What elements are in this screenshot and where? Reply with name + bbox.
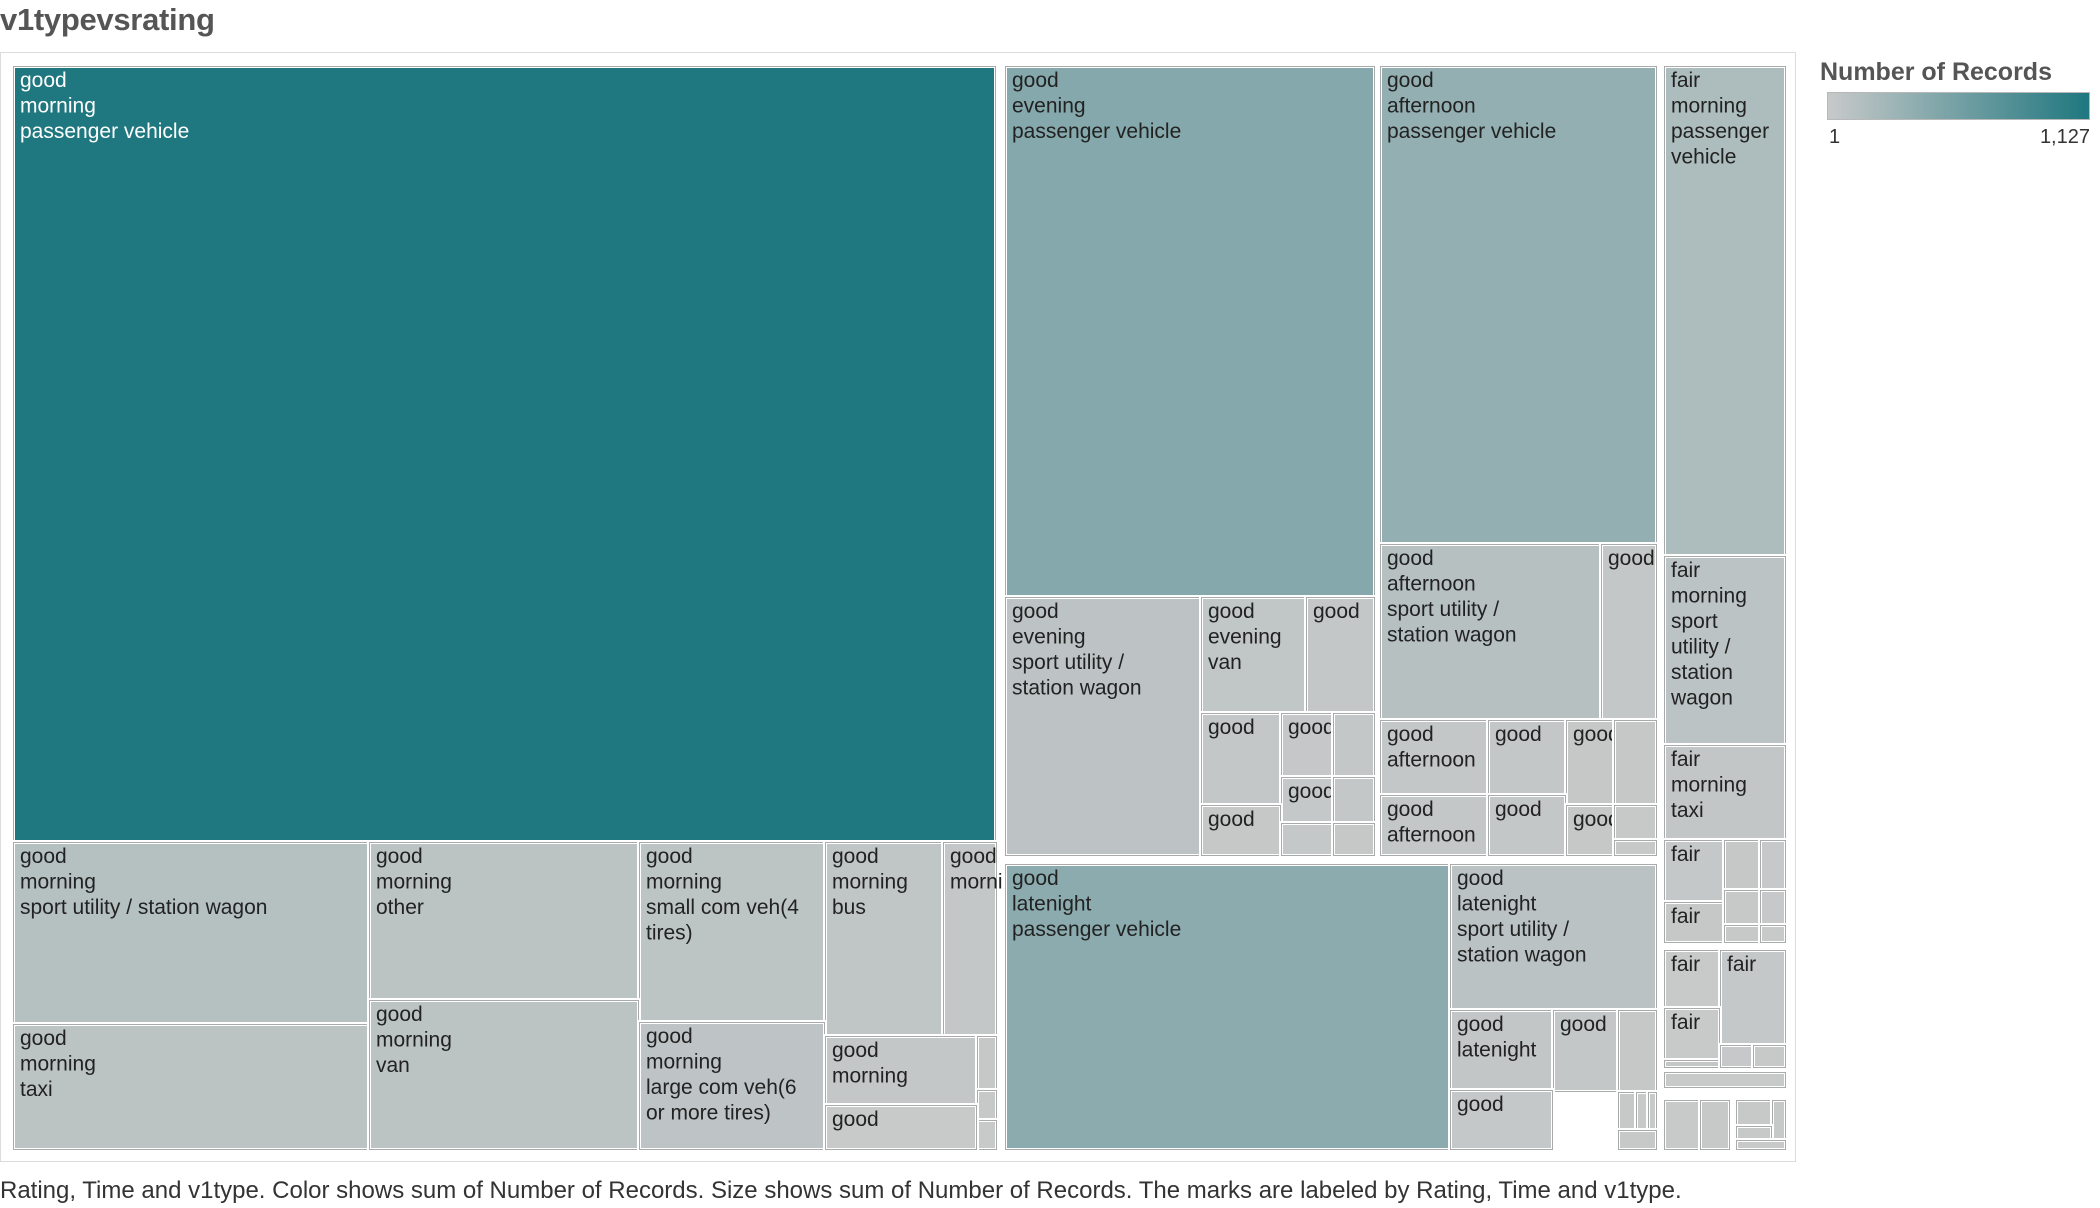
treemap-cell[interactable] bbox=[1279, 821, 1335, 858]
treemap-cell-label: good evening passenger vehicle bbox=[1012, 69, 1181, 143]
treemap-cell-border bbox=[825, 1105, 977, 1150]
treemap-cell-label: good afternoon passenger vehicle bbox=[1387, 69, 1556, 143]
legend-min-label: 1 bbox=[1829, 126, 1841, 148]
treemap-cell-label: fair morning taxi bbox=[1671, 748, 1747, 822]
treemap-cell[interactable] bbox=[1662, 1070, 1788, 1090]
treemap-cell[interactable] bbox=[1616, 1090, 1638, 1132]
legend-title: Number of Records bbox=[1820, 58, 2052, 86]
treemap-cell[interactable] bbox=[1646, 1090, 1659, 1132]
treemap-cell[interactable] bbox=[1331, 821, 1377, 858]
treemap-cell[interactable] bbox=[1616, 1128, 1659, 1152]
treemap-cell[interactable] bbox=[823, 840, 945, 1038]
treemap-cell[interactable] bbox=[1734, 1098, 1774, 1128]
treemap-cell[interactable] bbox=[1751, 1043, 1788, 1070]
treemap-cell-border bbox=[1614, 840, 1657, 856]
treemap-cell-label: good morning van bbox=[376, 1003, 452, 1077]
treemap-cell[interactable] bbox=[1722, 888, 1762, 927]
treemap-cell[interactable] bbox=[975, 1118, 999, 1152]
treemap-cell-label: good latenight sport utility / station wago… bbox=[1457, 867, 1587, 967]
treemap-cell-label: good latenight passenger vehicle bbox=[1012, 867, 1181, 941]
treemap-cell-label: good latenight bbox=[1457, 1013, 1537, 1062]
treemap-cell[interactable] bbox=[637, 840, 827, 1024]
treemap-cell-border bbox=[1450, 1090, 1553, 1150]
legend-color-ramp bbox=[1827, 92, 2090, 120]
treemap-cell-border bbox=[1753, 1045, 1786, 1068]
treemap-cell-label: fair bbox=[1671, 1011, 1700, 1034]
treemap-cell[interactable] bbox=[1599, 542, 1659, 722]
treemap-cell-label: good bbox=[1313, 600, 1360, 623]
treemap-cell-label: fair bbox=[1671, 905, 1700, 928]
treemap-cell[interactable] bbox=[1722, 838, 1762, 892]
treemap-cell-border bbox=[1618, 1130, 1657, 1150]
treemap-cell[interactable] bbox=[1612, 718, 1659, 807]
treemap-cell[interactable] bbox=[975, 1034, 999, 1092]
chart-title: v1typevsrating bbox=[0, 2, 215, 37]
treemap-cell[interactable] bbox=[1378, 64, 1659, 546]
treemap-cell[interactable] bbox=[1734, 1138, 1788, 1152]
treemap-cell[interactable] bbox=[1616, 1008, 1659, 1094]
treemap-cell-label: good bbox=[1495, 723, 1542, 746]
treemap-cell[interactable] bbox=[1770, 1098, 1788, 1142]
treemap-cell[interactable] bbox=[1698, 1098, 1732, 1152]
treemap-cell-border bbox=[1700, 1100, 1730, 1150]
treemap-cell-label: good morning small com veh(4 tires) bbox=[646, 845, 799, 945]
treemap-cell-label: good morning bus bbox=[832, 845, 908, 919]
treemap-cell[interactable] bbox=[1662, 554, 1788, 747]
treemap-cell[interactable] bbox=[1722, 923, 1762, 945]
treemap-cell[interactable] bbox=[1448, 862, 1659, 1012]
treemap-cell[interactable] bbox=[1662, 1098, 1702, 1152]
treemap-cell-label: good morning sport utility / station wagon bbox=[20, 845, 267, 919]
treemap-cell[interactable] bbox=[1758, 888, 1788, 927]
treemap-cell-label: good bbox=[1608, 547, 1655, 570]
chart-frame bbox=[0, 52, 1796, 1162]
treemap-cell-label: good bbox=[1208, 716, 1255, 739]
treemap-cell-label: good bbox=[1573, 723, 1620, 746]
treemap-cell-label: good morning taxi bbox=[20, 1027, 96, 1101]
treemap-cell[interactable] bbox=[1758, 923, 1788, 945]
treemap-cell-border bbox=[1736, 1140, 1786, 1150]
treemap-cell[interactable] bbox=[1718, 1043, 1755, 1070]
treemap-cell-label: good evening van bbox=[1208, 600, 1282, 674]
treemap-cell-label: good morning other bbox=[376, 845, 452, 919]
treemap-cell-label: good bbox=[1495, 798, 1542, 821]
treemap-cell-label: good morning large com veh(6 or more tires) bbox=[646, 1025, 797, 1125]
treemap-cell-label: good evening sport utility / station wagon bbox=[1012, 600, 1142, 700]
treemap-cell-label: good bbox=[1208, 808, 1255, 831]
treemap-cell-label: good bbox=[1288, 780, 1335, 803]
treemap-cell-label: fair bbox=[1727, 953, 1756, 976]
treemap-cell-label: fair bbox=[1671, 953, 1700, 976]
treemap-cell-label: good bbox=[1457, 1093, 1504, 1116]
treemap-cell-label: good afternoon bbox=[1387, 798, 1476, 847]
treemap-cell-label: good bbox=[1573, 808, 1620, 831]
treemap-cell-label: good morning bbox=[832, 1039, 908, 1088]
treemap-cell-label: good bbox=[1560, 1013, 1607, 1036]
treemap-cell[interactable] bbox=[1331, 775, 1377, 825]
treemap-cell[interactable] bbox=[11, 64, 998, 844]
treemap-cell-label: good afternoon sport utility / station wago… bbox=[1387, 547, 1517, 647]
treemap-cell-label: fair morning passenger vehicle bbox=[1671, 69, 1769, 169]
treemap-cell-label: good morning passenger vehicle bbox=[20, 69, 189, 143]
treemap-cell[interactable] bbox=[1758, 838, 1788, 892]
treemap-cell[interactable] bbox=[975, 1088, 999, 1122]
treemap-cell[interactable] bbox=[11, 840, 371, 1026]
treemap-cell[interactable] bbox=[1734, 1124, 1774, 1142]
treemap-cell[interactable] bbox=[1003, 64, 1377, 599]
treemap-cell-label: good bbox=[832, 1108, 879, 1131]
treemap-cell[interactable] bbox=[1612, 838, 1659, 858]
treemap-cell-label: good bbox=[1288, 716, 1335, 739]
treemap-cell[interactable] bbox=[1612, 803, 1659, 842]
treemap-cell-label: good afternoon bbox=[1387, 723, 1476, 772]
treemap-cell-border bbox=[1333, 823, 1375, 856]
legend-max-label: 1,127 bbox=[2039, 126, 2090, 148]
chart-caption: Rating, Time and v1type. Color shows sum… bbox=[0, 1177, 1682, 1204]
treemap-cell[interactable] bbox=[1662, 1058, 1722, 1070]
treemap-cell[interactable] bbox=[1331, 711, 1377, 779]
treemap-cell-label: fair morning sport utility / station wagon bbox=[1670, 559, 1747, 710]
treemap-cell-border bbox=[1664, 1072, 1786, 1088]
treemap-cell-label: fair bbox=[1671, 843, 1700, 866]
treemap-cell-border bbox=[1760, 925, 1786, 943]
